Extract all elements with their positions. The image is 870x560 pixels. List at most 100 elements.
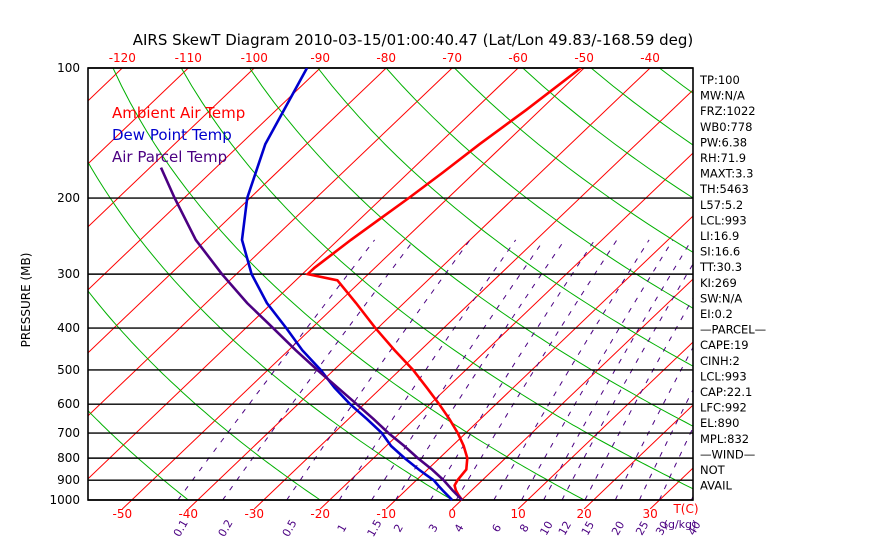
top-temp-tick-label: -70 <box>442 51 462 65</box>
mixing-ratio-line <box>614 346 693 501</box>
param-el: EL:890 <box>700 416 740 430</box>
isotherm-line <box>517 341 693 509</box>
isotherm-line <box>121 68 585 509</box>
top-temp-tick-label: -120 <box>109 51 136 65</box>
series-line <box>240 68 454 501</box>
dry-adiabat-line <box>112 68 585 501</box>
param-rh: RH:71.9 <box>700 151 746 165</box>
top-temp-tick-label: -40 <box>640 51 660 65</box>
pressure-tick-label: 700 <box>57 426 80 440</box>
isotherm-line <box>88 68 519 480</box>
dry-adiabat-line <box>88 161 453 501</box>
series-dew-point-temp <box>240 68 454 501</box>
top-temp-tick-label: -100 <box>241 51 268 65</box>
pressure-tick-label: 100 <box>57 61 80 75</box>
mixing-ratio-tick-label: 8 <box>517 522 532 535</box>
param-ki: KI:269 <box>700 276 737 290</box>
isotherm-line <box>88 68 453 417</box>
x-axis-mixing-title: (g/kg) <box>664 518 697 531</box>
mixing-ratio-line <box>177 239 375 501</box>
mixing-ratio-line <box>430 239 596 501</box>
mixing-ratio-tick-label: 3 <box>426 522 441 535</box>
isotherm-line <box>88 68 387 354</box>
param-lcl2: LCL:993 <box>700 369 747 383</box>
dry-adiabat-line <box>796 68 870 268</box>
bottom-temp-tick-label: -30 <box>244 507 264 521</box>
isotherm-line <box>848 68 870 509</box>
dry-adiabat-line <box>522 68 693 199</box>
param-frz: FRZ:1022 <box>700 104 756 118</box>
pressure-tick-label: 900 <box>57 473 80 487</box>
bottom-temp-tick-label: 0 <box>448 507 456 521</box>
bottom-temp-tick-label: 30 <box>642 507 657 521</box>
dry-adiabat-line <box>317 68 693 367</box>
dry-adiabat-line <box>659 68 693 94</box>
mixing-ratio-tick-label: 6 <box>489 522 504 535</box>
dry-adiabat-line <box>180 68 693 490</box>
series-line <box>159 167 464 501</box>
param-cinh: CINH:2 <box>700 354 740 368</box>
mixing-ratio-line <box>222 239 415 501</box>
mixing-ratio-tick-label: 30 <box>653 519 671 538</box>
mixing-ratio-line <box>543 239 693 501</box>
mixing-ratio-tick-label: 10 <box>537 519 555 538</box>
top-temp-tick-label: -50 <box>574 51 594 65</box>
series-air-parcel-temp <box>159 167 464 501</box>
param-tt: TT:30.3 <box>699 260 742 274</box>
isotherm-line <box>187 68 651 509</box>
top-temp-tick-label: -110 <box>175 51 202 65</box>
bottom-temp-tick-label: -50 <box>113 507 133 521</box>
mixing-ratio-tick-label: 12 <box>556 519 574 538</box>
param-parcel: —PARCEL— <box>700 323 766 337</box>
legend-dew-point-temp: Dew Point Temp <box>112 126 232 144</box>
mixing-ratio-line <box>493 239 650 501</box>
mixing-ratio-line <box>371 239 545 501</box>
param-mw: MW:N/A <box>700 89 745 103</box>
pressure-tick-label: 800 <box>57 451 80 465</box>
isotherm-line <box>319 152 693 509</box>
series-line <box>304 68 582 501</box>
mixing-ratio-tick-label: 25 <box>633 519 651 538</box>
isotherm-line <box>88 68 255 228</box>
top-temp-tick-label: -90 <box>310 51 330 65</box>
isotherm-line <box>88 68 321 291</box>
dry-adiabat-line <box>88 290 321 501</box>
series-ambient-air-temp <box>304 68 582 501</box>
mixing-ratio-line <box>584 297 693 501</box>
param-cape: CAPE:19 <box>700 338 749 352</box>
mixing-ratio-line <box>638 388 693 501</box>
dry-adiabat-line <box>454 68 693 253</box>
isotherm-line <box>451 278 693 509</box>
param-avail: AVAIL <box>700 479 733 493</box>
x-axis-temp-title: T(C) <box>672 502 698 516</box>
mixing-ratio-tick-label: 0.2 <box>216 517 236 539</box>
bottom-temp-tick-label: -40 <box>178 507 198 521</box>
param-sw: SW:N/A <box>700 291 742 305</box>
param-lcl: LCL:993 <box>700 213 747 227</box>
dry-adiabat-line <box>249 68 693 427</box>
y-axis-title: PRESSURE (MB) <box>19 253 33 348</box>
top-temp-tick-label: -80 <box>376 51 396 65</box>
mixing-ratio-tick-label: 0.5 <box>280 517 300 539</box>
param-th: TH:5463 <box>699 182 749 196</box>
isotherm-line <box>88 68 189 165</box>
dry-adiabat-line <box>88 409 189 501</box>
param-cap: CAP:22.1 <box>700 385 752 399</box>
dry-adiabat-line <box>385 68 693 309</box>
mixing-ratio-tick-label: 15 <box>579 519 597 538</box>
bottom-temp-tick-label: -10 <box>376 507 396 521</box>
param-si: SI:16.6 <box>700 245 740 259</box>
param-tp: TP:100 <box>699 73 740 87</box>
pressure-tick-label: 300 <box>57 267 80 281</box>
param-maxt: MAXT:3.3 <box>700 167 753 181</box>
plot-frame <box>87 67 694 501</box>
param-ei: EI:0.2 <box>700 307 733 321</box>
param-lfc: LFC:992 <box>700 401 747 415</box>
bottom-temp-tick-label: 20 <box>576 507 591 521</box>
mixing-ratio-line <box>561 262 693 501</box>
pressure-tick-label: 1000 <box>49 493 80 507</box>
grid-layer <box>88 68 870 509</box>
mixing-ratio-tick-label: 1 <box>335 522 350 535</box>
